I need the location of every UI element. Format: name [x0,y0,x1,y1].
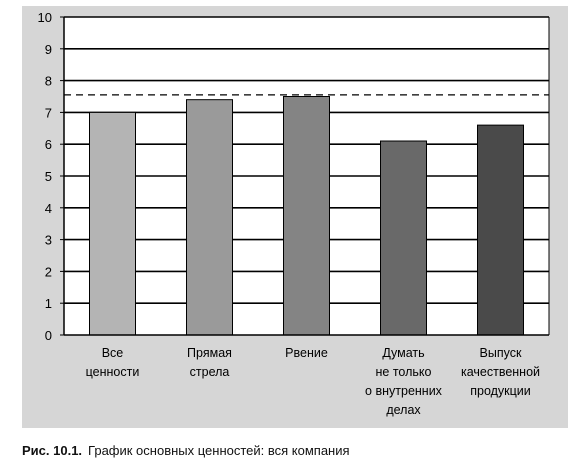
bar [477,124,524,336]
x-category-label: о внутренних [365,384,443,398]
y-tick-label: 1 [45,296,52,311]
y-tick-label: 4 [45,201,52,216]
y-tick-label: 8 [45,74,52,89]
y-tick-label: 3 [45,233,52,248]
bar [89,111,136,336]
x-category-label: ценности [86,365,140,379]
x-category-label: Думать [382,346,424,360]
y-tick-label: 0 [45,328,52,343]
x-category-label: делах [386,403,421,417]
x-category-label: Все [102,346,124,360]
x-category-label: Выпуск [480,346,522,360]
y-tick-label: 7 [45,105,52,120]
caption-text: График основных ценностей: вся компания [88,443,350,458]
y-tick-label: 5 [45,169,52,184]
x-category-label: качественной [461,365,540,379]
y-tick-label: 2 [45,264,52,279]
x-category-label: стрела [190,365,230,379]
x-category-label: Прямая [187,346,232,360]
y-tick-label: 6 [45,137,52,152]
bar-chart: 0 1 2 3 4 5 6 7 8 9 10 Все ценности Прямая стрела Рвени… [38,10,550,417]
bar [380,140,427,336]
x-category-label: Рвение [285,346,328,360]
bar [186,99,233,336]
figure-caption: Рис. 10.1. График основных ценностей: вся… [22,443,350,458]
caption-number: Рис. 10.1. [22,443,83,458]
x-category-label: не только [376,365,432,379]
x-category-label: продукции [470,384,531,398]
bar [283,96,330,336]
y-tick-label: 10 [38,10,52,25]
y-tick-label: 9 [45,42,52,57]
